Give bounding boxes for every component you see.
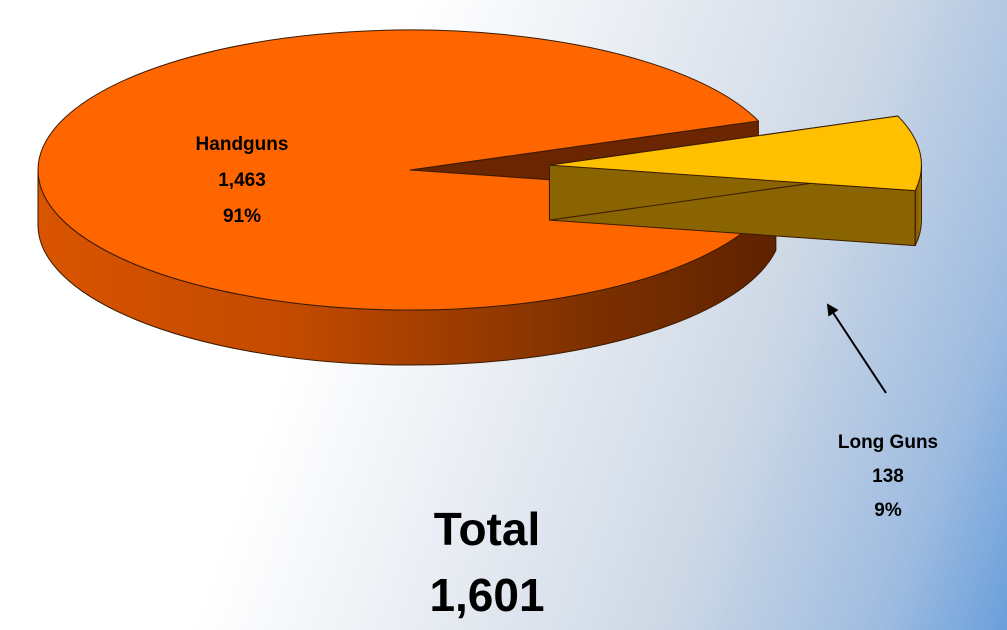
pie-slices xyxy=(37,29,922,366)
handguns-value: 1,463 xyxy=(218,170,266,191)
long-guns-value: 138 xyxy=(872,466,904,487)
long-guns-arrow xyxy=(826,303,887,394)
long-guns-percent: 9% xyxy=(874,500,902,521)
long-guns-label: Long Guns 138 9% xyxy=(838,432,938,521)
total-title: Total xyxy=(434,503,540,555)
handguns-name: Handguns xyxy=(196,134,289,155)
total-label: Total 1,601 xyxy=(429,503,544,621)
handguns-label: Handguns 1,463 91% xyxy=(196,134,289,227)
handguns-percent: 91% xyxy=(223,206,261,227)
total-value: 1,601 xyxy=(429,569,544,621)
long-guns-name: Long Guns xyxy=(838,432,938,453)
handguns-top xyxy=(37,29,777,311)
slice-long-guns xyxy=(548,115,922,247)
long-guns-top xyxy=(548,115,922,192)
